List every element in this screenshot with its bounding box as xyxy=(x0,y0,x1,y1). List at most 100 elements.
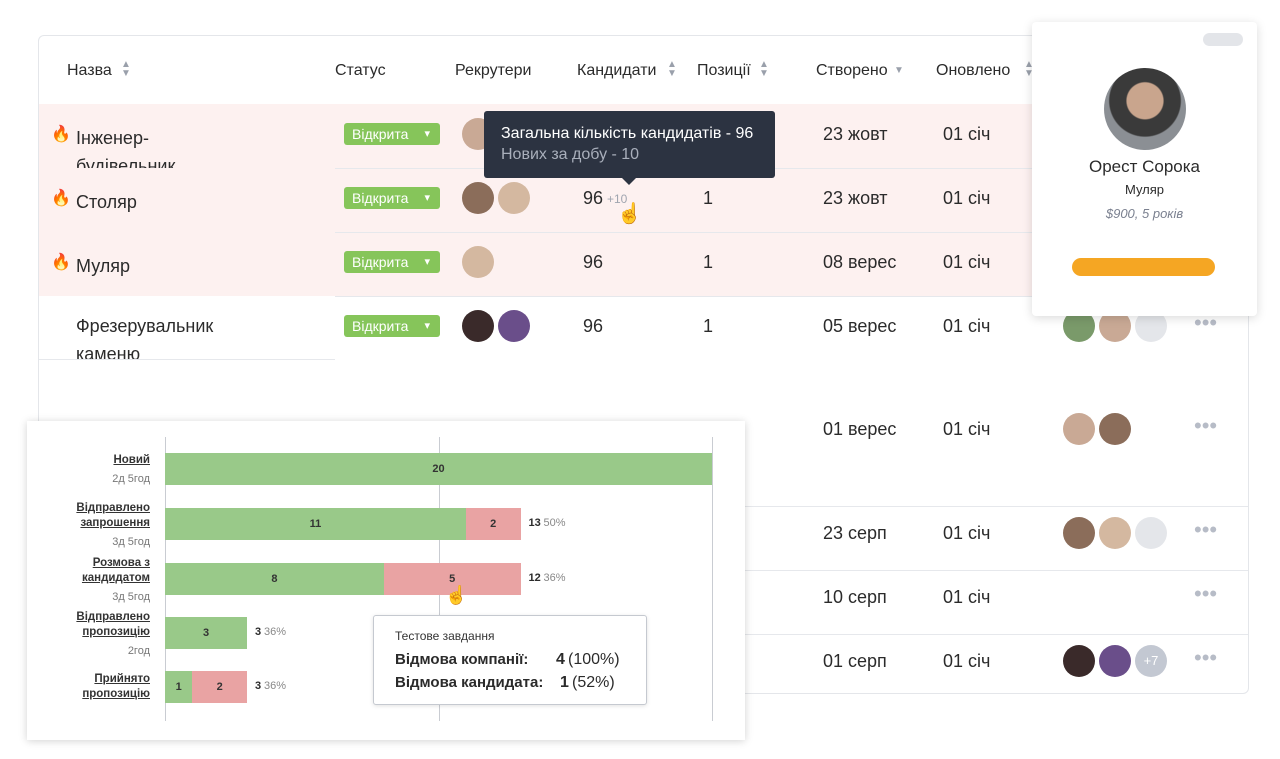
updated: 01 січ xyxy=(943,523,991,543)
status-badge[interactable]: Відкрита ▾ xyxy=(344,315,440,337)
tooltip-value: 4 xyxy=(556,651,565,668)
cursor: ☝ xyxy=(617,203,642,225)
sort-icon[interactable]: ▲ ▼ xyxy=(759,59,769,79)
stage-percent: 36% xyxy=(264,626,287,638)
rejected-bar[interactable]: 2 xyxy=(192,671,248,703)
column-header: Оновлено xyxy=(936,62,1011,79)
tooltip-label: Відмова компанії: xyxy=(395,651,529,668)
cursor: ☝ xyxy=(445,585,468,605)
positions: 1 xyxy=(703,188,714,208)
team-avatar xyxy=(1135,517,1167,549)
stage-percent: 36% xyxy=(264,680,287,692)
candidates[interactable]: 96 xyxy=(583,188,604,208)
row-menu[interactable]: ••• xyxy=(1194,413,1218,438)
stage-name[interactable]: Розмова з кандидатом xyxy=(81,557,150,584)
row-menu[interactable]: ••• xyxy=(1194,310,1218,335)
sort-icon[interactable]: ▲ ▼ xyxy=(667,59,677,79)
row-divider xyxy=(335,168,1248,169)
updated: 01 січ xyxy=(943,651,991,671)
row-menu[interactable]: ••• xyxy=(1194,581,1218,606)
updated: 01 січ xyxy=(943,587,991,607)
funnel-tooltip: Тестове завдання Відмова компанії: 4 (100%)… xyxy=(373,615,647,705)
sort-icon[interactable]: ▼ xyxy=(894,65,904,76)
column-header: Статус xyxy=(335,62,386,79)
row-divider xyxy=(335,296,1248,297)
passed-bar[interactable]: 1 xyxy=(165,671,193,703)
created: 10 серп xyxy=(823,587,887,607)
row-divider xyxy=(335,634,1248,635)
column-header: Рекрутери xyxy=(455,62,532,79)
team-avatar xyxy=(1099,645,1131,677)
action-button[interactable] xyxy=(1072,258,1215,276)
created: 08 верес xyxy=(823,252,897,272)
row-menu[interactable]: ••• xyxy=(1194,645,1218,670)
status-badge[interactable]: Відкрита ▾ xyxy=(344,187,440,209)
passed-bar[interactable]: 3 xyxy=(165,617,248,649)
stage-total: 13 xyxy=(528,517,541,529)
status-badge[interactable]: Відкрита ▾ xyxy=(344,123,440,145)
stage-total: 3 xyxy=(255,680,262,692)
passed-bar[interactable]: 11 xyxy=(165,508,466,540)
candidates[interactable]: 96 xyxy=(583,252,604,272)
stage-total: 12 xyxy=(528,572,541,584)
stage-name[interactable]: Відправлено запрошення xyxy=(76,502,150,529)
recruiter-avatar xyxy=(498,310,530,342)
row-divider xyxy=(335,232,1248,233)
positions: 1 xyxy=(703,316,714,336)
passed-bar[interactable]: 8 xyxy=(165,563,384,595)
recruiter-avatar xyxy=(462,182,494,214)
stage-percent: 50% xyxy=(543,517,566,529)
sort-icon[interactable]: ▲ ▼ xyxy=(121,59,131,79)
created: 23 жовт xyxy=(823,188,888,208)
column-header: Назва xyxy=(67,62,112,79)
team-avatar xyxy=(1099,517,1131,549)
team-avatar: +7 xyxy=(1135,645,1167,677)
sort-icon[interactable]: ▲ ▼ xyxy=(1024,59,1034,79)
stage-name[interactable]: Відправлено пропозицію xyxy=(76,611,150,638)
row-menu[interactable]: ••• xyxy=(1194,517,1218,542)
profile-card: Орест Сорока Муляр $900, 5 років xyxy=(1032,22,1257,316)
stage-percent: 36% xyxy=(543,572,566,584)
hot-icon: 🔥 xyxy=(51,190,71,207)
tooltip-percent: (52%) xyxy=(572,674,615,691)
stage-duration: 3д 5год xyxy=(112,591,150,603)
team-avatar xyxy=(1063,645,1095,677)
tooltip-arrow xyxy=(622,178,636,192)
updated: 01 січ xyxy=(943,316,991,336)
passed-bar[interactable]: 20 xyxy=(165,453,712,485)
team-avatar xyxy=(1099,413,1131,445)
tooltip-line: Загальна кількість кандидатів - 96 xyxy=(501,125,754,142)
stage-duration: 3д 5год xyxy=(112,536,150,548)
stage-duration: 2д 5год xyxy=(112,473,150,485)
job-name[interactable]: Столяр xyxy=(76,192,137,212)
toggle[interactable] xyxy=(1203,33,1243,46)
tooltip-label: Відмова кандидата: xyxy=(395,674,544,691)
stage-total: 3 xyxy=(255,626,262,638)
recruiter-avatar xyxy=(462,310,494,342)
profile-role: Муляр xyxy=(1124,182,1165,197)
stage-duration: 2год xyxy=(127,645,150,657)
funnel-chart: Новий 2д 5год 20 Відправлено запрошення 3д 5… xyxy=(27,421,745,740)
column-header: Створено xyxy=(816,62,888,79)
profile-name: Орест Сорока xyxy=(1088,157,1201,176)
row-highlight xyxy=(39,232,1033,296)
row-divider xyxy=(39,359,335,360)
tooltip: Загальна кількість кандидатів - 96 Нових… xyxy=(484,111,775,185)
tooltip-line: Нових за добу - 10 xyxy=(501,146,640,163)
new-candidates: +10 xyxy=(607,192,628,206)
rejected-bar[interactable]: 5 xyxy=(383,563,521,595)
tooltip-value: 1 xyxy=(560,674,569,691)
status-badge[interactable]: Відкрита ▾ xyxy=(344,251,440,273)
job-name[interactable]: Муляр xyxy=(76,256,131,276)
updated: 01 січ xyxy=(943,124,991,144)
created: 05 верес xyxy=(823,316,897,336)
tooltip-percent: (100%) xyxy=(568,651,620,668)
candidates[interactable]: 96 xyxy=(583,316,604,336)
created: 23 серп xyxy=(823,523,887,543)
stage-name[interactable]: Новий xyxy=(113,454,150,466)
avatar xyxy=(1104,68,1186,150)
grid-line xyxy=(712,437,713,721)
rejected-bar[interactable]: 2 xyxy=(465,508,521,540)
stage-name[interactable]: Прийнято пропозицію xyxy=(82,673,150,700)
